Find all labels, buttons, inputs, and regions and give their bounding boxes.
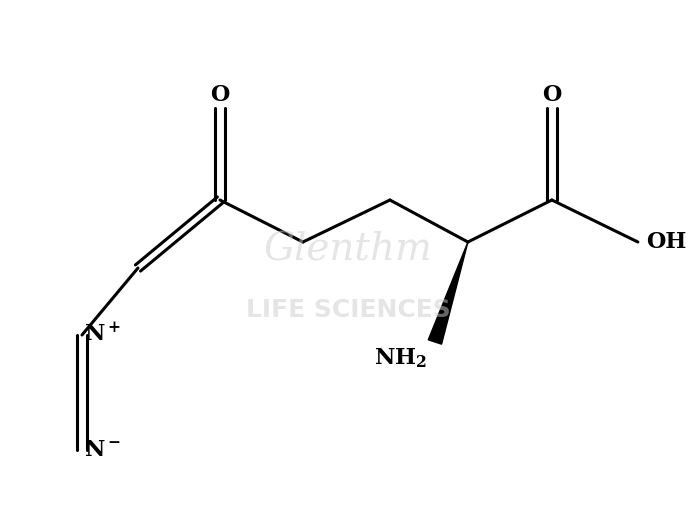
Text: Glenthm: Glenthm bbox=[264, 231, 432, 268]
Polygon shape bbox=[428, 242, 468, 344]
Text: O: O bbox=[210, 84, 230, 106]
Text: O: O bbox=[542, 84, 562, 106]
Text: $\mathregular{N^+}$: $\mathregular{N^+}$ bbox=[84, 323, 121, 347]
Text: $\mathregular{NH_2}$: $\mathregular{NH_2}$ bbox=[374, 346, 427, 370]
Text: LIFE SCIENCES: LIFE SCIENCES bbox=[246, 298, 450, 322]
Text: $\mathregular{N^-}$: $\mathregular{N^-}$ bbox=[84, 439, 121, 461]
Text: OH: OH bbox=[646, 231, 686, 253]
